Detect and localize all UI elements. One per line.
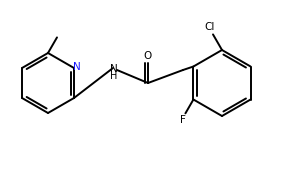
Text: F: F xyxy=(181,115,186,125)
Text: N: N xyxy=(110,64,118,74)
Text: H: H xyxy=(110,71,118,81)
Text: Cl: Cl xyxy=(205,22,215,32)
Text: O: O xyxy=(144,51,152,61)
Text: N: N xyxy=(73,62,81,72)
